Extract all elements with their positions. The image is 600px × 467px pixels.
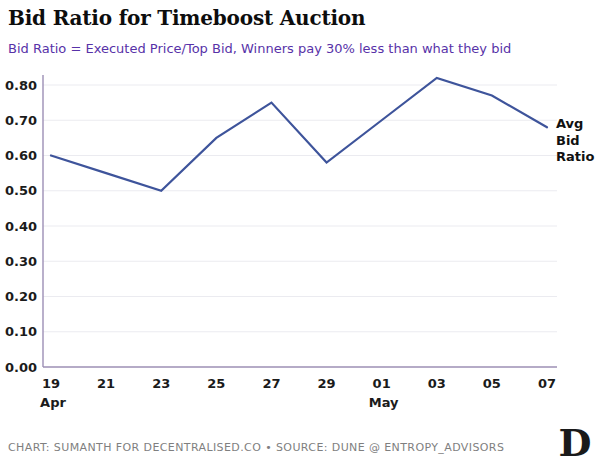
x-tick-label: 05 (483, 376, 501, 391)
x-tick-label: 07 (538, 376, 556, 391)
x-tick-label: 29 (318, 376, 336, 391)
avg-bid-ratio-line (51, 78, 547, 191)
x-tick-label: 01 (373, 376, 391, 391)
y-tick-label: 0.70 (5, 113, 37, 128)
y-tick-label: 0.00 (5, 360, 37, 375)
x-tick-label: 21 (97, 376, 115, 391)
x-tick-label: 25 (207, 376, 225, 391)
logo-letter: D (559, 422, 592, 464)
x-tick-label: 23 (152, 376, 170, 391)
x-month-label: May (369, 395, 399, 410)
y-tick-label: 0.80 (5, 78, 37, 93)
y-tick-label: 0.20 (5, 289, 37, 304)
y-tick-label: 0.60 (5, 148, 37, 163)
y-tick-label: 0.50 (5, 183, 37, 198)
y-tick-label: 0.40 (5, 219, 37, 234)
y-tick-label: 0.10 (5, 324, 37, 339)
series-annotation-line: Ratio (556, 149, 594, 164)
footer-credit: CHART: SUMANTH FOR DECENTRALISED.CO • SO… (8, 441, 504, 454)
x-tick-label: 27 (262, 376, 280, 391)
line-chart: 0.00 0.10 0.20 0.30 0.40 0.50 0.60 0.70 0.80 19 21… (0, 0, 600, 467)
series-annotation-line: Bid (556, 133, 580, 148)
series-annotation-line: Avg (556, 116, 583, 131)
logo-detail (572, 434, 574, 449)
y-tick-label: 0.30 (5, 254, 37, 269)
decentralised-logo: D (558, 422, 592, 464)
x-tick-label: 19 (42, 376, 60, 391)
x-tick-label: 03 (428, 376, 446, 391)
chart-card: Bid Ratio for Timeboost Auction Bid Rati… (0, 0, 600, 467)
x-month-label: Apr (40, 395, 66, 410)
